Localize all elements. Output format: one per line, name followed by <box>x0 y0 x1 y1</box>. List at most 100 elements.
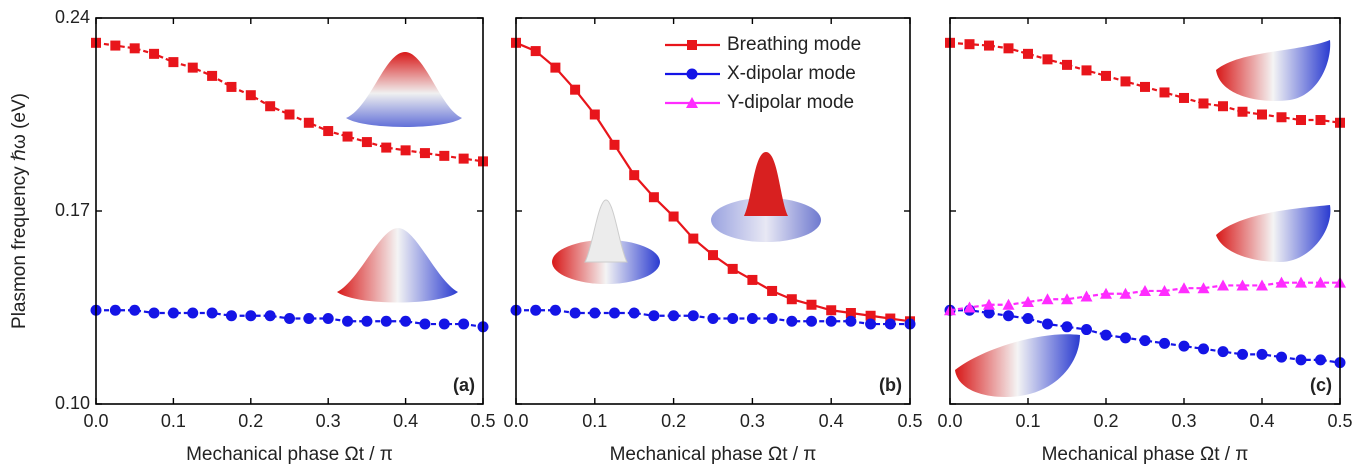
marker <box>648 310 660 322</box>
marker <box>1042 318 1053 330</box>
legend-label: Breathing mode <box>727 34 861 55</box>
marker <box>458 153 469 164</box>
marker <box>826 305 837 316</box>
x-axis-label: Mechanical phase Ωt / π <box>610 444 817 465</box>
marker <box>609 139 620 150</box>
marker <box>380 315 392 327</box>
marker <box>1081 65 1092 76</box>
marker <box>264 310 276 322</box>
x-tick-label: 0.5 <box>470 411 495 431</box>
marker <box>167 307 179 319</box>
marker <box>148 307 160 319</box>
marker <box>1041 293 1054 305</box>
marker <box>1198 343 1209 355</box>
legend-label: Y-dipolar mode <box>727 92 854 113</box>
marker <box>1159 337 1170 349</box>
marker <box>1257 109 1267 120</box>
x-tick-label: 0.5 <box>897 411 922 431</box>
marker <box>964 39 975 50</box>
marker <box>648 192 659 203</box>
inset-shape <box>744 152 788 216</box>
x-tick-label: 0.3 <box>740 411 765 431</box>
x-axis-label: Mechanical phase Ωt / π <box>1042 444 1249 465</box>
marker <box>963 301 976 313</box>
marker <box>419 148 430 159</box>
marker <box>845 315 857 327</box>
marker <box>983 307 995 319</box>
marker <box>825 315 837 327</box>
marker <box>400 145 411 156</box>
marker <box>1178 282 1190 294</box>
inset-shape <box>584 199 628 263</box>
marker <box>589 307 601 319</box>
inset-shape <box>711 198 821 242</box>
marker <box>1120 332 1131 344</box>
marker <box>400 315 412 327</box>
marker <box>806 299 817 310</box>
series-line <box>516 309 910 326</box>
marker <box>1315 354 1326 366</box>
marker <box>983 298 995 310</box>
panel-label: (b) <box>879 375 902 395</box>
x-tick-label: 0.4 <box>393 411 418 431</box>
marker <box>1217 279 1229 291</box>
y-tick-label: 0.24 <box>55 7 90 27</box>
y-tick-label: 0.17 <box>55 200 90 220</box>
marker <box>322 313 334 325</box>
insets <box>337 40 1331 397</box>
marker <box>747 274 758 285</box>
marker <box>1275 276 1288 288</box>
marker <box>884 318 896 330</box>
marker <box>1295 276 1307 288</box>
marker <box>303 313 315 325</box>
marker <box>1256 279 1268 291</box>
marker <box>1276 112 1287 123</box>
marker <box>1217 346 1229 358</box>
inset-shape <box>1216 40 1331 101</box>
marker <box>284 109 295 120</box>
marker <box>845 308 856 319</box>
marker <box>530 304 542 316</box>
marker <box>865 318 877 330</box>
x-tick-label: 0.3 <box>316 411 341 431</box>
marker <box>1197 282 1210 294</box>
marker <box>786 294 797 305</box>
marker <box>549 304 561 316</box>
panel-label: (c) <box>1310 375 1332 395</box>
marker <box>550 62 561 73</box>
marker <box>1315 115 1326 126</box>
marker <box>265 101 276 112</box>
marker <box>1139 335 1151 347</box>
marker <box>530 46 541 57</box>
marker <box>1295 354 1307 366</box>
marker <box>342 131 353 142</box>
marker <box>438 318 450 330</box>
marker <box>668 310 680 322</box>
marker <box>1061 321 1073 333</box>
marker <box>109 304 121 316</box>
marker <box>381 142 392 153</box>
marker <box>628 307 640 319</box>
marker <box>1081 324 1092 336</box>
marker <box>1276 351 1287 363</box>
marker <box>129 304 141 316</box>
marker <box>1022 295 1034 307</box>
x-tick-label: 0.1 <box>161 411 186 431</box>
series-line <box>950 309 1341 364</box>
marker <box>1314 276 1327 288</box>
x-tick-label: 0.2 <box>238 411 263 431</box>
marker <box>1236 279 1249 291</box>
marker <box>707 313 719 325</box>
marker <box>589 109 600 120</box>
marker <box>1042 54 1053 65</box>
x-tick-label: 0.1 <box>582 411 607 431</box>
marker <box>1296 115 1306 126</box>
marker <box>439 150 450 161</box>
marker <box>1002 298 1015 310</box>
marker <box>342 315 354 327</box>
marker <box>727 313 739 325</box>
marker <box>1003 310 1014 322</box>
marker <box>323 126 334 137</box>
marker <box>688 233 699 244</box>
